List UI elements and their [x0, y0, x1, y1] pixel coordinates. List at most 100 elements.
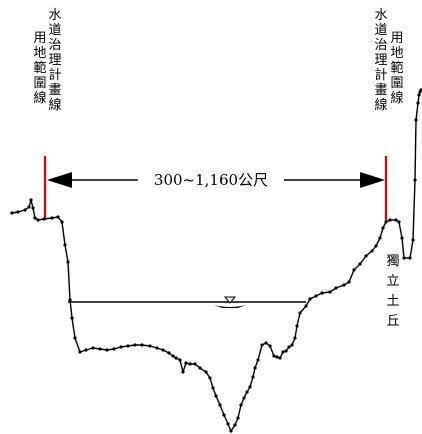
survey-point	[167, 351, 171, 355]
survey-point	[419, 88, 422, 92]
survey-point	[155, 346, 159, 350]
survey-point	[161, 348, 165, 352]
right-land-boundary-label: 用地範圍線	[390, 31, 403, 106]
survey-point	[133, 343, 137, 347]
survey-point	[275, 355, 279, 359]
survey-point	[126, 344, 130, 348]
channel-width-label: 300~1,160公尺	[154, 171, 268, 189]
survey-point	[73, 336, 77, 340]
survey-point	[298, 311, 302, 315]
terrain-survey-points	[10, 88, 422, 433]
survey-point	[251, 375, 255, 379]
survey-point	[374, 244, 378, 248]
survey-point	[304, 304, 308, 308]
survey-point	[397, 220, 401, 224]
survey-point	[328, 290, 332, 294]
survey-point	[413, 178, 417, 182]
survey-point	[384, 220, 388, 224]
survey-point	[402, 256, 406, 260]
survey-point	[70, 316, 74, 320]
survey-point	[214, 394, 218, 398]
survey-point	[248, 385, 252, 389]
survey-point	[364, 254, 368, 258]
survey-point	[98, 347, 102, 351]
survey-point	[91, 346, 95, 350]
survey-point	[222, 413, 226, 417]
water-level-triangle-icon	[223, 296, 237, 304]
right-boundary-labels: 水道治理計畫線 用地範圍線	[374, 8, 403, 113]
survey-point	[287, 345, 291, 349]
survey-point	[63, 243, 67, 247]
survey-point	[188, 362, 192, 366]
survey-point	[400, 236, 404, 240]
mound-label: 獨立土丘	[386, 254, 399, 329]
survey-point	[171, 354, 175, 358]
survey-point	[253, 366, 257, 370]
survey-point	[233, 423, 237, 427]
survey-point	[352, 268, 356, 272]
survey-point	[204, 370, 208, 374]
survey-point	[264, 341, 268, 345]
survey-point	[229, 429, 233, 433]
survey-point	[268, 344, 272, 348]
survey-point	[66, 260, 70, 264]
survey-point	[198, 366, 202, 370]
survey-point	[178, 358, 182, 362]
survey-point	[394, 218, 398, 222]
survey-point	[105, 348, 109, 352]
survey-point	[211, 386, 215, 390]
survey-point	[84, 348, 88, 352]
survey-point	[370, 249, 374, 253]
left-waterway-plan-label: 水道治理計畫線	[48, 8, 61, 113]
right-arrowhead	[360, 172, 385, 188]
survey-point	[42, 217, 46, 221]
water-level-mark	[214, 305, 246, 308]
survey-point	[293, 336, 297, 340]
survey-point	[56, 215, 60, 219]
survey-point	[68, 298, 72, 302]
left-boundary-labels: 用地範圍線 水道治理計畫線	[33, 8, 61, 113]
survey-point	[378, 236, 382, 240]
survey-point	[29, 198, 33, 202]
survey-point	[358, 262, 362, 266]
survey-point	[140, 343, 144, 347]
survey-point	[78, 350, 82, 354]
survey-point	[226, 422, 230, 426]
survey-point	[27, 205, 31, 209]
survey-point	[295, 324, 299, 328]
survey-point	[36, 218, 40, 222]
survey-point	[181, 370, 185, 374]
left-land-boundary-label: 用地範圍線	[33, 31, 46, 106]
survey-point	[388, 218, 392, 222]
survey-point	[414, 118, 418, 122]
survey-point	[308, 297, 312, 301]
survey-point	[33, 216, 37, 220]
survey-point	[320, 291, 324, 295]
survey-point	[236, 416, 240, 420]
survey-point	[16, 210, 20, 214]
survey-point	[242, 396, 246, 400]
survey-point	[50, 216, 54, 220]
survey-point	[281, 350, 285, 354]
survey-point	[208, 376, 212, 380]
survey-point	[245, 390, 249, 394]
right-waterway-plan-label: 水道治理計畫線	[374, 8, 387, 113]
survey-point	[290, 343, 294, 347]
survey-point	[408, 256, 412, 260]
survey-point	[184, 361, 188, 365]
survey-point	[218, 403, 222, 407]
left-arrowhead	[47, 172, 72, 188]
survey-point	[256, 358, 260, 362]
survey-point	[193, 362, 197, 366]
survey-point	[411, 238, 415, 242]
survey-point	[342, 283, 346, 287]
terrain-profile-line	[11, 89, 422, 432]
survey-point	[60, 220, 64, 224]
survey-point	[278, 356, 282, 360]
survey-point	[10, 211, 14, 215]
survey-point	[119, 345, 123, 349]
survey-point	[314, 294, 318, 298]
width-dimension: 300~1,160公尺	[47, 171, 385, 189]
survey-point	[417, 93, 421, 97]
